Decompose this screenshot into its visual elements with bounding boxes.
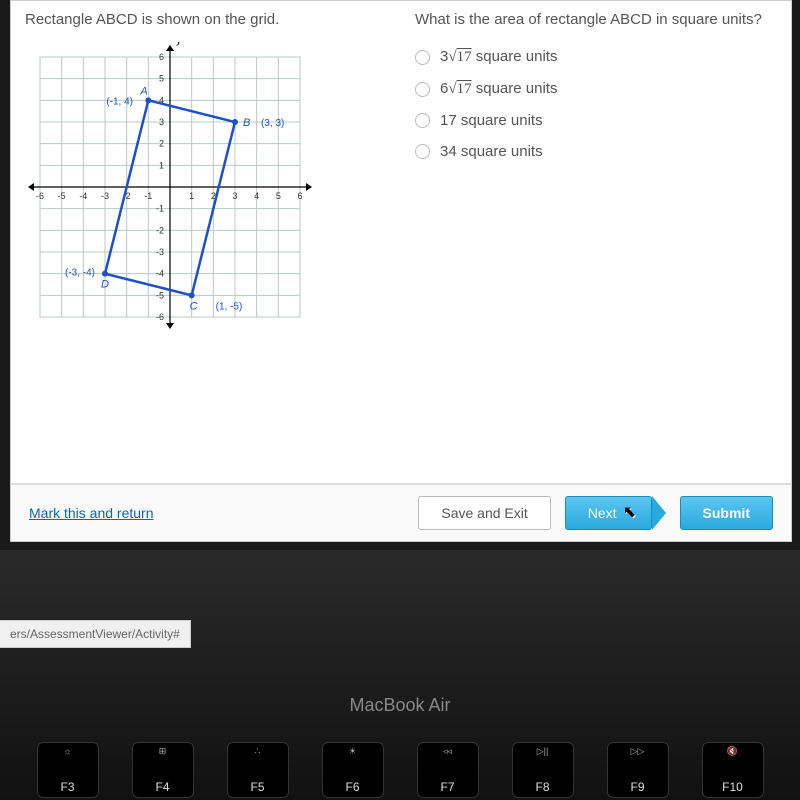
save-exit-button[interactable]: Save and Exit	[418, 496, 550, 530]
svg-text:1: 1	[189, 191, 194, 201]
choices-list: 3√17 square units 6√17 square units 17 squ…	[415, 48, 777, 160]
svg-text:5: 5	[159, 74, 164, 84]
next-button[interactable]: Next	[565, 496, 652, 530]
grid-figure: -6-5-4-3-2-1123456-6-5-4-3-2-1123456xyA(…	[25, 42, 315, 332]
svg-text:-5: -5	[156, 290, 164, 300]
key-column: ⊞F4	[132, 742, 194, 798]
keyboard: ☼F3 ⊞F4 ∴F5 ☀F6 ◃◃F7 ▷||F8 ▷▷F9 🔇F10	[0, 743, 800, 800]
svg-text:-3: -3	[101, 191, 109, 201]
svg-text:6: 6	[159, 52, 164, 62]
submit-button[interactable]: Submit	[680, 496, 773, 530]
keyboard-key[interactable]: ∴F5	[227, 742, 289, 798]
svg-text:6: 6	[297, 191, 302, 201]
device-label: MacBook Air	[0, 695, 800, 716]
left-column: Rectangle ABCD is shown on the grid. -6 -…	[25, 11, 405, 332]
key-column: 🔇F10	[702, 742, 764, 798]
choice-label: 3√17 square units	[440, 48, 557, 66]
question-text: What is the area of rectangle ABCD in sq…	[415, 11, 777, 28]
svg-text:B: B	[243, 117, 250, 129]
svg-text:-3: -3	[156, 247, 164, 257]
svg-text:(1, -5): (1, -5)	[216, 301, 243, 312]
choice-label: 17 square units	[440, 112, 543, 129]
radio-icon[interactable]	[415, 82, 430, 97]
key-column: ∴F5	[227, 742, 289, 798]
mark-return-link[interactable]: Mark this and return	[29, 505, 154, 521]
key-column: ☀F6	[322, 742, 384, 798]
svg-text:2: 2	[159, 139, 164, 149]
svg-text:(-1, 4): (-1, 4)	[106, 96, 133, 107]
svg-text:A: A	[139, 85, 147, 97]
svg-text:-1: -1	[156, 204, 164, 214]
choice-row[interactable]: 17 square units	[415, 112, 777, 129]
svg-text:(-3, -4): (-3, -4)	[65, 268, 95, 279]
choice-label: 6√17 square units	[440, 80, 557, 98]
svg-text:-4: -4	[79, 191, 87, 201]
keyboard-key[interactable]: ◃◃F7	[417, 742, 479, 798]
radio-icon[interactable]	[415, 50, 430, 65]
keyboard-key[interactable]: ▷||F8	[512, 742, 574, 798]
prompt-text: Rectangle ABCD is shown on the grid.	[25, 11, 405, 28]
button-group: Save and Exit Next Submit	[418, 496, 773, 530]
right-column: What is the area of rectangle ABCD in sq…	[405, 11, 777, 332]
key-column: ◃◃F7	[417, 742, 479, 798]
keyboard-key[interactable]: ⊞F4	[132, 742, 194, 798]
svg-text:-4: -4	[156, 269, 164, 279]
svg-text:(3, 3): (3, 3)	[261, 118, 284, 129]
svg-text:4: 4	[254, 191, 259, 201]
svg-text:C: C	[190, 300, 198, 312]
svg-text:3: 3	[232, 191, 237, 201]
key-column: ☼F3	[37, 742, 99, 798]
svg-text:5: 5	[276, 191, 281, 201]
coordinate-grid: -6-5-4-3-2-1123456-6-5-4-3-2-1123456xyA(…	[25, 42, 315, 332]
svg-text:3: 3	[159, 117, 164, 127]
key-column: ▷||F8	[512, 742, 574, 798]
svg-text:1: 1	[159, 160, 164, 170]
svg-text:-1: -1	[144, 191, 152, 201]
svg-text:D: D	[101, 279, 109, 291]
keyboard-key[interactable]: ▷▷F9	[607, 742, 669, 798]
svg-text:y: y	[176, 42, 182, 46]
url-fragment-tab: ers/AssessmentViewer/Activity#	[0, 620, 191, 648]
svg-text:-6: -6	[36, 191, 44, 201]
radio-icon[interactable]	[415, 113, 430, 128]
keyboard-key[interactable]: ☼F3	[37, 742, 99, 798]
svg-text:-5: -5	[58, 191, 66, 201]
choice-row[interactable]: 6√17 square units	[415, 80, 777, 98]
content-area: Rectangle ABCD is shown on the grid. -6 -…	[11, 1, 791, 332]
keyboard-key[interactable]: 🔇F10	[702, 742, 764, 798]
footer-bar: Mark this and return Save and Exit Next …	[11, 483, 791, 541]
svg-text:-6: -6	[156, 312, 164, 322]
choice-row[interactable]: 34 square units	[415, 143, 777, 160]
keyboard-key[interactable]: ☀F6	[322, 742, 384, 798]
svg-text:-2: -2	[156, 225, 164, 235]
choice-row[interactable]: 3√17 square units	[415, 48, 777, 66]
key-column: ▷▷F9	[607, 742, 669, 798]
radio-icon[interactable]	[415, 144, 430, 159]
choice-label: 34 square units	[440, 143, 543, 160]
assessment-window: Rectangle ABCD is shown on the grid. -6 -…	[10, 0, 792, 542]
